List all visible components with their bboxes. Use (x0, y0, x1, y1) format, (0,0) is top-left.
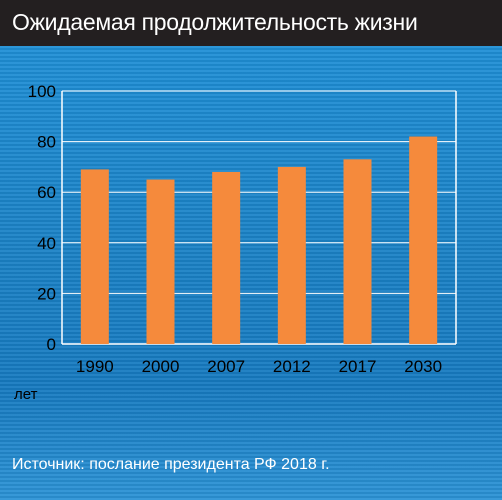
x-tick-label: 1990 (76, 357, 114, 376)
x-tick-label: 2007 (207, 357, 245, 376)
bar-2012 (277, 166, 306, 344)
bar-1990 (80, 169, 109, 344)
bar-2030 (409, 136, 438, 344)
x-tick-labels: 1990 2000 2007 2012 2017 2030 (76, 357, 442, 376)
x-tick-label: 2017 (339, 357, 377, 376)
y-tick-label: 0 (47, 335, 56, 354)
bar-2017 (343, 159, 372, 344)
chart-title: Ожидаемая продолжительность жизни (12, 9, 418, 35)
y-tick-labels: 0 20 40 60 80 100 (28, 82, 56, 354)
y-tick-label: 20 (37, 284, 56, 303)
x-tick-label: 2000 (142, 357, 180, 376)
x-tick-label: 2030 (404, 357, 442, 376)
y-tick-label: 100 (28, 82, 56, 101)
bar-2007 (212, 171, 241, 344)
y-tick-label: 60 (37, 183, 56, 202)
bar-2000 (146, 179, 175, 344)
y-tick-label: 40 (37, 234, 56, 253)
x-tick-label: 2012 (273, 357, 311, 376)
gridlines (61, 90, 457, 345)
bars (80, 136, 438, 344)
y-tick-label: 80 (37, 133, 56, 152)
x-axis-unit-label: лет (14, 386, 38, 403)
title-bar: Ожидаемая продолжительность жизни (0, 0, 502, 46)
source-note: Источник: послание президента РФ 2018 г. (12, 456, 330, 473)
